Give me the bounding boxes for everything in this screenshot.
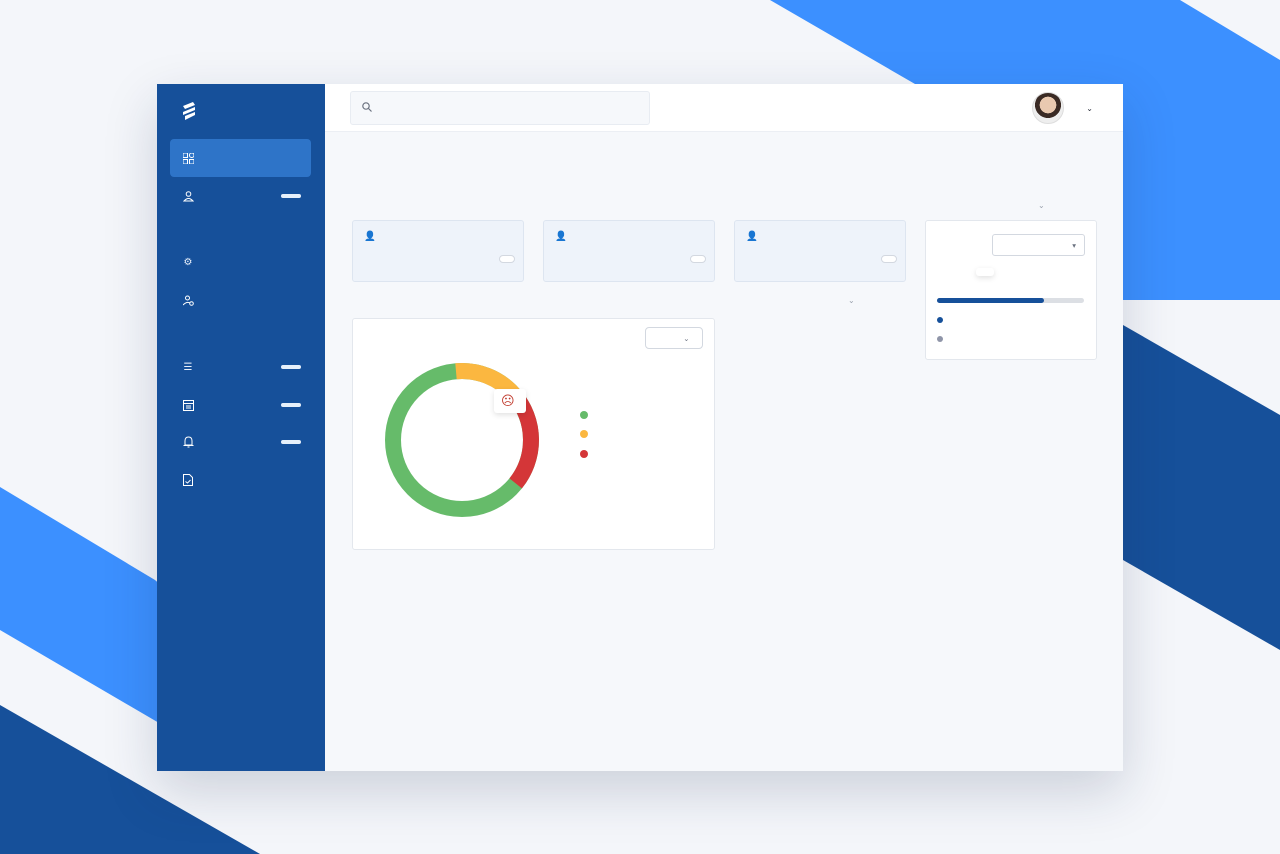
sidebar-item-incumbent-tasks[interactable] xyxy=(170,386,311,424)
incumbent-tasks-badge xyxy=(281,403,301,407)
dashboard-icon xyxy=(182,152,194,164)
hire-card-external: 👤 xyxy=(734,220,906,282)
sidebar-item-dashboard[interactable] xyxy=(170,139,311,177)
sidebar-item-key-roles[interactable] xyxy=(170,177,311,215)
main-content: ⌄ ⌄ 👤 👤 👤 xyxy=(325,84,1123,771)
chevron-down-icon: ⌄ xyxy=(683,333,690,343)
hire-card-internal-direct: 👤 xyxy=(352,220,524,282)
sad-face-icon: ☹ xyxy=(501,393,515,408)
app-window: ⚙ ☰ xyxy=(157,84,1123,771)
dev-plan-tooltip xyxy=(976,268,994,276)
sidebar-item-hr-tasks[interactable]: ☰ xyxy=(170,348,311,386)
user-star-icon: 👤 xyxy=(364,231,376,242)
user-block-icon: 👤 xyxy=(555,231,567,242)
caret-down-icon: ▾ xyxy=(1072,240,1076,250)
chevron-down-icon: ⌄ xyxy=(848,296,855,305)
legend-almost-enough xyxy=(580,430,595,438)
bell-icon xyxy=(182,436,194,448)
legend-without-plan xyxy=(937,336,950,342)
user-menu[interactable]: ⌄ xyxy=(1032,92,1093,124)
gear-icon: ⚙ xyxy=(183,256,193,268)
pool-health-tooltip: ☹ xyxy=(494,389,526,413)
dev-plan-card: ▾ xyxy=(925,220,1097,360)
chevron-down-icon: ⌄ xyxy=(1038,201,1045,210)
hr-tasks-badge xyxy=(281,365,301,369)
key-roles-badge xyxy=(281,194,301,198)
legend-with-plan xyxy=(937,317,950,323)
pool-health-card: ⌄ ☹ xyxy=(352,318,715,550)
roles-select[interactable]: ⌄ xyxy=(645,327,703,349)
sidebar: ⚙ ☰ xyxy=(157,84,325,771)
admin-icon xyxy=(182,294,194,306)
list-icon: ☰ xyxy=(183,361,193,373)
notifications-badge xyxy=(281,440,301,444)
sidebar-item-notifications[interactable] xyxy=(170,423,311,461)
dev-plan-progress xyxy=(937,298,1084,303)
calendar-icon xyxy=(182,399,194,411)
hire-card-internal-non-direct: 👤 xyxy=(543,220,715,282)
legend-not-enough xyxy=(580,450,595,458)
chevron-down-icon: ⌄ xyxy=(1086,103,1093,113)
pool-health-donut xyxy=(385,362,539,517)
report-icon xyxy=(182,474,194,486)
pct-pill xyxy=(690,255,706,263)
legend-have-enough xyxy=(580,411,595,419)
avatar xyxy=(1032,92,1065,124)
topbar: ⌄ xyxy=(325,84,1123,132)
pct-pill xyxy=(499,255,515,263)
pct-pill xyxy=(881,255,897,263)
user-search-icon: 👤 xyxy=(746,231,758,242)
search-icon xyxy=(362,101,372,115)
sidebar-item-admin-settings[interactable] xyxy=(170,281,311,319)
user-icon xyxy=(182,190,194,202)
sidebar-item-reports[interactable] xyxy=(170,461,311,499)
pool-health-filter[interactable]: ⌄ xyxy=(841,296,855,305)
candidates-select[interactable]: ▾ xyxy=(992,234,1085,256)
app-logo[interactable] xyxy=(181,102,203,120)
search-input[interactable] xyxy=(350,91,650,125)
sidebar-item-sp-settings[interactable]: ⚙ xyxy=(170,243,311,281)
year-dropdown[interactable]: ⌄ xyxy=(1031,201,1045,210)
logo-icon xyxy=(183,102,195,120)
